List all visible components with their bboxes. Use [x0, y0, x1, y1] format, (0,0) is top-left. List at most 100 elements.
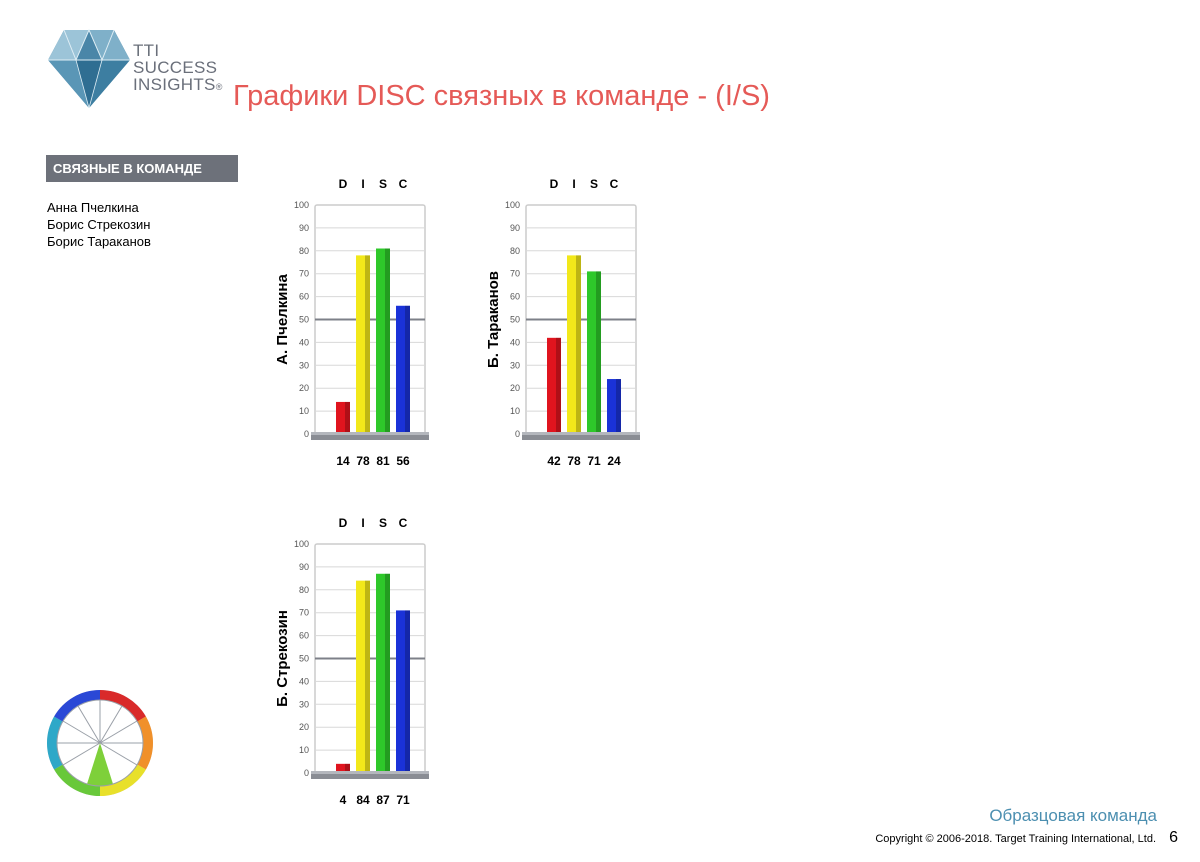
value-label: 42	[547, 454, 561, 468]
y-tick-label: 60	[510, 292, 520, 302]
bar-i	[356, 255, 370, 432]
category-label: D	[550, 177, 559, 191]
category-label: C	[399, 177, 408, 191]
category-label: I	[361, 516, 364, 530]
bar-shade	[345, 763, 350, 771]
category-label: I	[361, 177, 364, 191]
member-name: Борис Тараканов	[47, 234, 151, 249]
y-tick-label: 30	[510, 360, 520, 370]
chart-base	[311, 432, 429, 440]
disc-chart: 0 10 20 30 40 50 60 70 80 90 100 D 4 I 84 S 87 C 71 Б. Стре…	[265, 509, 465, 809]
category-label: C	[610, 177, 619, 191]
bar-c	[396, 610, 410, 771]
logo-mark: ®	[215, 82, 223, 92]
chart-svg: 0 10 20 30 40 50 60 70 80 90 100 D 4 I 84 S 87 C 71 Б. Стре…	[274, 516, 429, 807]
disc-wheel-icon	[46, 690, 154, 796]
value-label: 56	[396, 454, 410, 468]
bar-shade	[405, 610, 410, 771]
chart-svg: 0 10 20 30 40 50 60 70 80 90 100 D 14 I 78 S 81 C 56 А. Пче…	[274, 177, 429, 468]
bar-d	[336, 763, 350, 771]
y-tick-label: 90	[510, 223, 520, 233]
y-tick-label: 80	[299, 585, 309, 595]
category-label: C	[399, 516, 408, 530]
bar-s	[376, 573, 390, 771]
logo-line: INSIGHTS	[133, 75, 216, 94]
category-label: I	[572, 177, 575, 191]
disc-chart: 0 10 20 30 40 50 60 70 80 90 100 D 14 I 78 S 81 C 56 А. Пче…	[265, 170, 465, 470]
bar-shade	[365, 580, 370, 771]
bar-shade	[576, 255, 581, 432]
value-label: 71	[396, 793, 410, 807]
disc-wheel	[45, 688, 155, 798]
value-label: 87	[376, 793, 390, 807]
member-list: Анна Пчелкина Борис Стрекозин Борис Тара…	[47, 199, 151, 250]
y-tick-label: 100	[294, 200, 309, 210]
y-tick-label: 50	[299, 315, 309, 325]
bar-shade	[596, 271, 601, 432]
bar-shade	[345, 401, 350, 432]
y-tick-label: 50	[510, 315, 520, 325]
bar-shade	[365, 255, 370, 432]
y-tick-label: 30	[299, 360, 309, 370]
category-label: S	[379, 516, 387, 530]
y-tick-label: 90	[299, 223, 309, 233]
copyright: Copyright © 2006-2018. Target Training I…	[875, 833, 1156, 845]
chart-base	[311, 771, 429, 779]
category-label: S	[379, 177, 387, 191]
page-title: Графики DISC связных в команде - (I/S)	[233, 80, 770, 112]
y-tick-label: 10	[299, 406, 309, 416]
category-label: S	[590, 177, 598, 191]
disc-chart: 0 10 20 30 40 50 60 70 80 90 100 D 42 I 78 S 71 C 24 Б. Тар…	[476, 170, 676, 470]
section-label: СВЯЗНЫЕ В КОМАНДЕ	[46, 155, 238, 182]
y-tick-label: 60	[299, 292, 309, 302]
y-tick-label: 100	[294, 539, 309, 549]
bar-c	[396, 305, 410, 432]
y-tick-label: 0	[304, 768, 309, 778]
value-label: 4	[340, 793, 347, 807]
y-tick-label: 70	[299, 608, 309, 618]
tti-logo	[46, 26, 236, 112]
value-label: 78	[567, 454, 581, 468]
bar-i	[356, 580, 370, 771]
y-tick-label: 10	[510, 406, 520, 416]
y-tick-label: 100	[505, 200, 520, 210]
bar-shade	[556, 337, 561, 432]
bar-d	[336, 401, 350, 432]
bar-s	[587, 271, 601, 432]
member-name: Анна Пчелкина	[47, 200, 139, 215]
bar-shade	[616, 379, 621, 432]
y-tick-label: 10	[299, 745, 309, 755]
y-tick-label: 0	[515, 429, 520, 439]
y-tick-label: 60	[299, 631, 309, 641]
y-tick-label: 30	[299, 699, 309, 709]
bar-shade	[385, 248, 390, 432]
member-name: Борис Стрекозин	[47, 217, 151, 232]
chart-base	[522, 432, 640, 440]
y-tick-label: 0	[304, 429, 309, 439]
y-tick-label: 40	[299, 676, 309, 686]
bar-s	[376, 248, 390, 432]
value-label: 24	[607, 454, 621, 468]
value-label: 14	[336, 454, 350, 468]
value-label: 81	[376, 454, 390, 468]
y-tick-label: 20	[299, 722, 309, 732]
logo-line: SUCCESS	[133, 58, 218, 77]
value-label: 71	[587, 454, 601, 468]
chart-svg: 0 10 20 30 40 50 60 70 80 90 100 D 42 I 78 S 71 C 24 Б. Тар…	[485, 177, 640, 468]
bar-c	[607, 379, 621, 432]
bar-shade	[405, 305, 410, 432]
chart-title: А. Пчелкина	[274, 274, 291, 365]
category-label: D	[339, 516, 348, 530]
logo-text: TTI SUCCESS INSIGHTS®	[133, 42, 223, 96]
y-tick-label: 40	[299, 337, 309, 347]
bar-shade	[385, 573, 390, 771]
page-number: 6	[1169, 829, 1178, 846]
diamond-logo-icon	[48, 28, 130, 109]
y-tick-label: 80	[299, 246, 309, 256]
category-label: D	[339, 177, 348, 191]
y-tick-label: 40	[510, 337, 520, 347]
y-tick-label: 20	[510, 383, 520, 393]
chart-title: Б. Стрекозин	[274, 610, 291, 707]
y-tick-label: 80	[510, 246, 520, 256]
y-tick-label: 20	[299, 383, 309, 393]
